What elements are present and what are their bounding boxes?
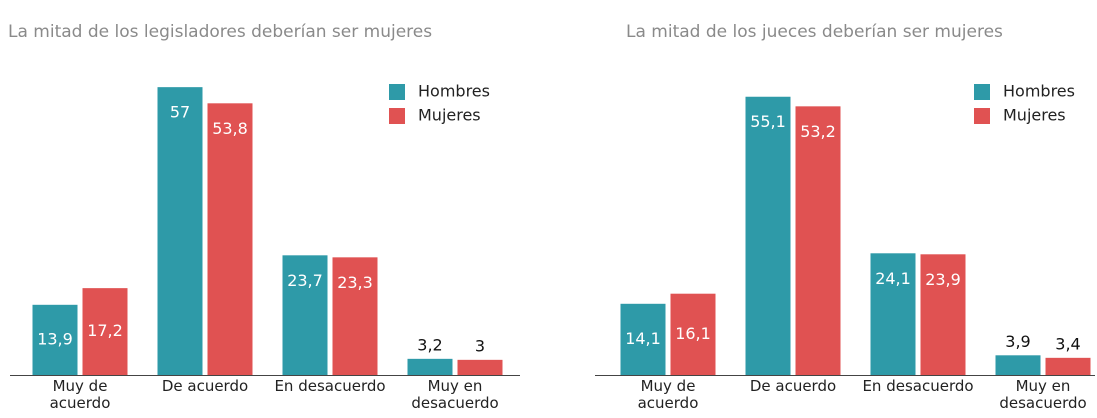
- bar: [870, 253, 916, 375]
- bar: [795, 106, 841, 375]
- bar: [620, 303, 666, 375]
- data-label: 23,3: [337, 273, 373, 292]
- legend-swatch: [389, 108, 405, 124]
- legend-label: Hombres: [1003, 82, 1075, 101]
- legend-swatch: [389, 84, 405, 100]
- x-tick-label: Muy de acuerdo: [49, 377, 111, 412]
- data-label: 3,4: [1055, 334, 1080, 353]
- data-label: 53,2: [800, 122, 836, 141]
- data-label: 23,7: [287, 271, 323, 290]
- bar: [457, 359, 503, 375]
- data-label: 14,1: [625, 329, 661, 348]
- legend-label: Hombres: [418, 82, 490, 101]
- data-label: 16,1: [675, 324, 711, 343]
- x-tick-label: Muy en desacuerdo: [999, 377, 1087, 412]
- legend-swatch: [974, 84, 990, 100]
- bar: [282, 255, 328, 375]
- data-label: 17,2: [87, 321, 123, 340]
- data-label: 3: [475, 336, 485, 355]
- bar: [407, 358, 453, 375]
- bar: [157, 87, 203, 376]
- bar: [995, 355, 1041, 375]
- legend-label: Mujeres: [1003, 106, 1066, 125]
- x-tick-label: De acuerdo: [161, 377, 249, 395]
- data-label: 55,1: [750, 112, 786, 131]
- bar: [920, 254, 966, 375]
- data-label: 23,9: [925, 270, 961, 289]
- bar: [32, 304, 78, 375]
- x-tick-label: Muy de acuerdo: [637, 377, 699, 412]
- data-label: 3,9: [1005, 332, 1030, 351]
- data-label: 24,1: [875, 269, 911, 288]
- chart-title: La mitad de los legisladores deberían se…: [8, 22, 432, 42]
- bar: [670, 293, 716, 375]
- data-label: 13,9: [37, 329, 73, 348]
- data-label: 3,2: [417, 335, 442, 354]
- legend-label: Mujeres: [418, 106, 481, 125]
- bar: [82, 288, 128, 375]
- legend-swatch: [974, 108, 990, 124]
- data-label: 57: [170, 103, 190, 122]
- bar: [207, 103, 253, 375]
- x-tick-label: En desacuerdo: [862, 377, 974, 395]
- x-tick-label: En desacuerdo: [274, 377, 386, 395]
- bar: [745, 96, 791, 376]
- bar: [332, 257, 378, 375]
- data-label: 53,8: [212, 119, 248, 138]
- x-tick-label: De acuerdo: [749, 377, 837, 395]
- chart-title: La mitad de los jueces deberían ser muje…: [626, 22, 1003, 42]
- x-tick-label: Muy en desacuerdo: [411, 377, 499, 412]
- bar: [1045, 357, 1091, 375]
